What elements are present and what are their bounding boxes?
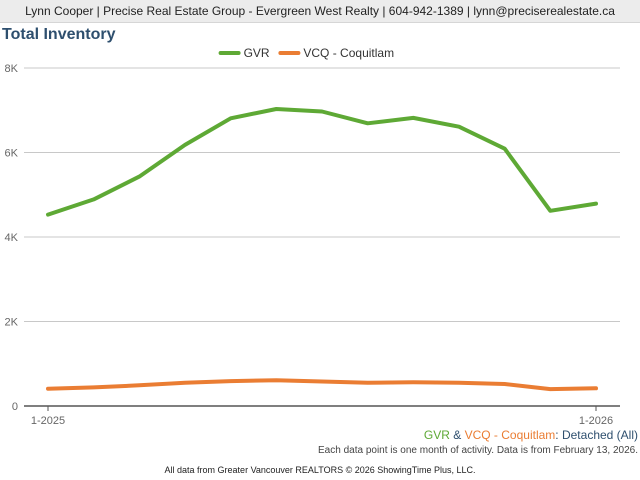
legend-label: GVR	[244, 46, 270, 60]
agent-header-bar: Lynn Cooper | Precise Real Estate Group …	[0, 0, 640, 23]
y-tick-label: 2K	[5, 317, 19, 329]
caption-ampersand: &	[449, 428, 465, 442]
chart-area: 0 2K 4K 6K 8K 1-2025 1-2026 GVR VCQ - Coquitlam	[0, 44, 640, 444]
inventory-line-chart: 0 2K 4K 6K 8K 1-2025 1-2026 GVR VCQ - Coquitlam	[5, 46, 620, 427]
legend-label: VCQ - Coquitlam	[303, 46, 394, 60]
y-tick-label: 8K	[5, 63, 19, 75]
y-tick-label: 6K	[5, 148, 19, 160]
x-tick-label: 1-2026	[579, 415, 613, 427]
series-line-vcq	[46, 378, 598, 392]
agent-contact-text: Lynn Cooper | Precise Real Estate Group …	[25, 4, 615, 18]
data-note: Each data point is one month of activity…	[318, 445, 638, 456]
caption-gvr: GVR	[423, 428, 450, 442]
caption-property-type: : Detached (All)	[555, 428, 638, 442]
series-line-gvr	[46, 107, 598, 217]
y-tick-label: 0	[12, 401, 18, 413]
chart-title: Total Inventory	[2, 26, 116, 43]
caption-vcq: VCQ - Coquitlam	[464, 428, 556, 442]
x-tick-label: 1-2025	[31, 415, 65, 427]
copyright-text: All data from Greater Vancouver REALTORS…	[164, 465, 476, 475]
y-tick-label: 4K	[5, 232, 19, 244]
series-caption: GVR & VCQ - Coquitlam: Detached (All)	[424, 428, 638, 442]
